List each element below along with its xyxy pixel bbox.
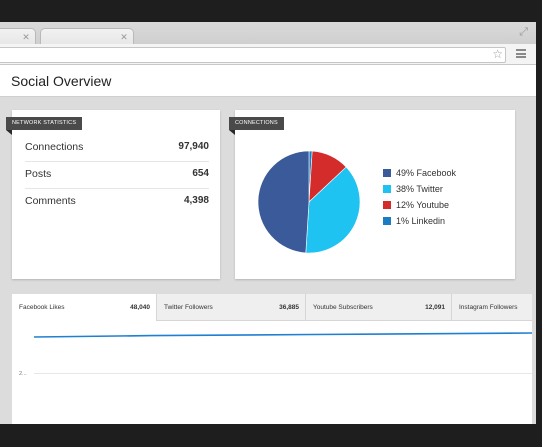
connections-card: CONNECTIONS 49% Facebook 38% Twitter 12%… [229, 110, 515, 279]
stat-row-posts: Posts 654 [25, 162, 209, 189]
stat-value: 654 [192, 168, 209, 179]
stat-label: Connections [25, 141, 84, 153]
pie-slice-twitter [305, 166, 361, 254]
tab-instagram-followers[interactable]: Instagram Followers [452, 294, 532, 320]
browser-window: ✕ ✕ ⤢ ☆ Social Overview NETWORK STATISTI… [0, 22, 536, 424]
tab-strip: ✕ ✕ ⤢ [0, 22, 536, 45]
tab-label: Youtube Subscribers [313, 304, 373, 311]
tab-youtube-subscribers[interactable]: Youtube Subscribers 12,091 [306, 294, 452, 320]
tab-value: 12,091 [425, 304, 445, 311]
stat-label: Posts [25, 168, 52, 180]
tab-value: 36,885 [279, 304, 299, 311]
legend-label: 12% Youtube [396, 200, 450, 210]
legend-label: 38% Twitter [396, 184, 443, 194]
metrics-panel: Facebook Likes 48,040 Twitter Followers … [12, 294, 532, 424]
url-input[interactable]: ☆ [0, 47, 506, 63]
card-label: CONNECTIONS [229, 117, 284, 135]
chart-svg [33, 332, 532, 338]
browser-tab[interactable]: ✕ [0, 28, 36, 45]
card-label: NETWORK STATISTICS [6, 117, 83, 135]
gridline [34, 373, 532, 374]
tab-twitter-followers[interactable]: Twitter Followers 36,885 [157, 294, 306, 320]
connections-pie-chart [257, 150, 361, 254]
stat-row-connections: Connections 97,940 [25, 135, 209, 162]
legend-label: 1% Linkedin [396, 216, 446, 226]
expand-icon[interactable]: ⤢ [519, 26, 528, 38]
page-header: Social Overview [0, 65, 536, 97]
menu-icon[interactable] [516, 49, 526, 58]
page-title: Social Overview [11, 73, 112, 89]
tab-value: 48,040 [130, 304, 150, 311]
pie-slice-facebook [257, 150, 310, 254]
stat-row-comments: Comments 4,398 [25, 189, 209, 215]
close-icon[interactable]: ✕ [120, 32, 128, 42]
legend-swatch [383, 185, 391, 193]
legend-swatch [383, 169, 391, 177]
close-icon[interactable]: ✕ [22, 32, 30, 42]
tab-label: Twitter Followers [164, 304, 213, 311]
address-bar: ☆ [0, 44, 536, 65]
star-icon[interactable]: ☆ [492, 47, 503, 61]
metric-tabs: Facebook Likes 48,040 Twitter Followers … [12, 294, 532, 321]
legend-label: 49% Facebook [396, 168, 457, 178]
likes-line-chart: 2... [12, 321, 532, 424]
tab-label: Instagram Followers [459, 304, 518, 311]
legend-swatch [383, 201, 391, 209]
tab-label: Facebook Likes [19, 304, 65, 311]
browser-tab[interactable]: ✕ [40, 28, 134, 45]
trend-line [33, 332, 532, 338]
stat-value: 4,398 [183, 195, 209, 206]
network-statistics-card: NETWORK STATISTICS Connections 97,940 Po… [6, 110, 220, 279]
y-tick-label: 2... [19, 371, 27, 377]
tab-facebook-likes[interactable]: Facebook Likes 48,040 [12, 294, 157, 321]
stat-value: 97,940 [178, 141, 209, 152]
stat-label: Comments [25, 195, 76, 207]
legend-swatch [383, 217, 391, 225]
